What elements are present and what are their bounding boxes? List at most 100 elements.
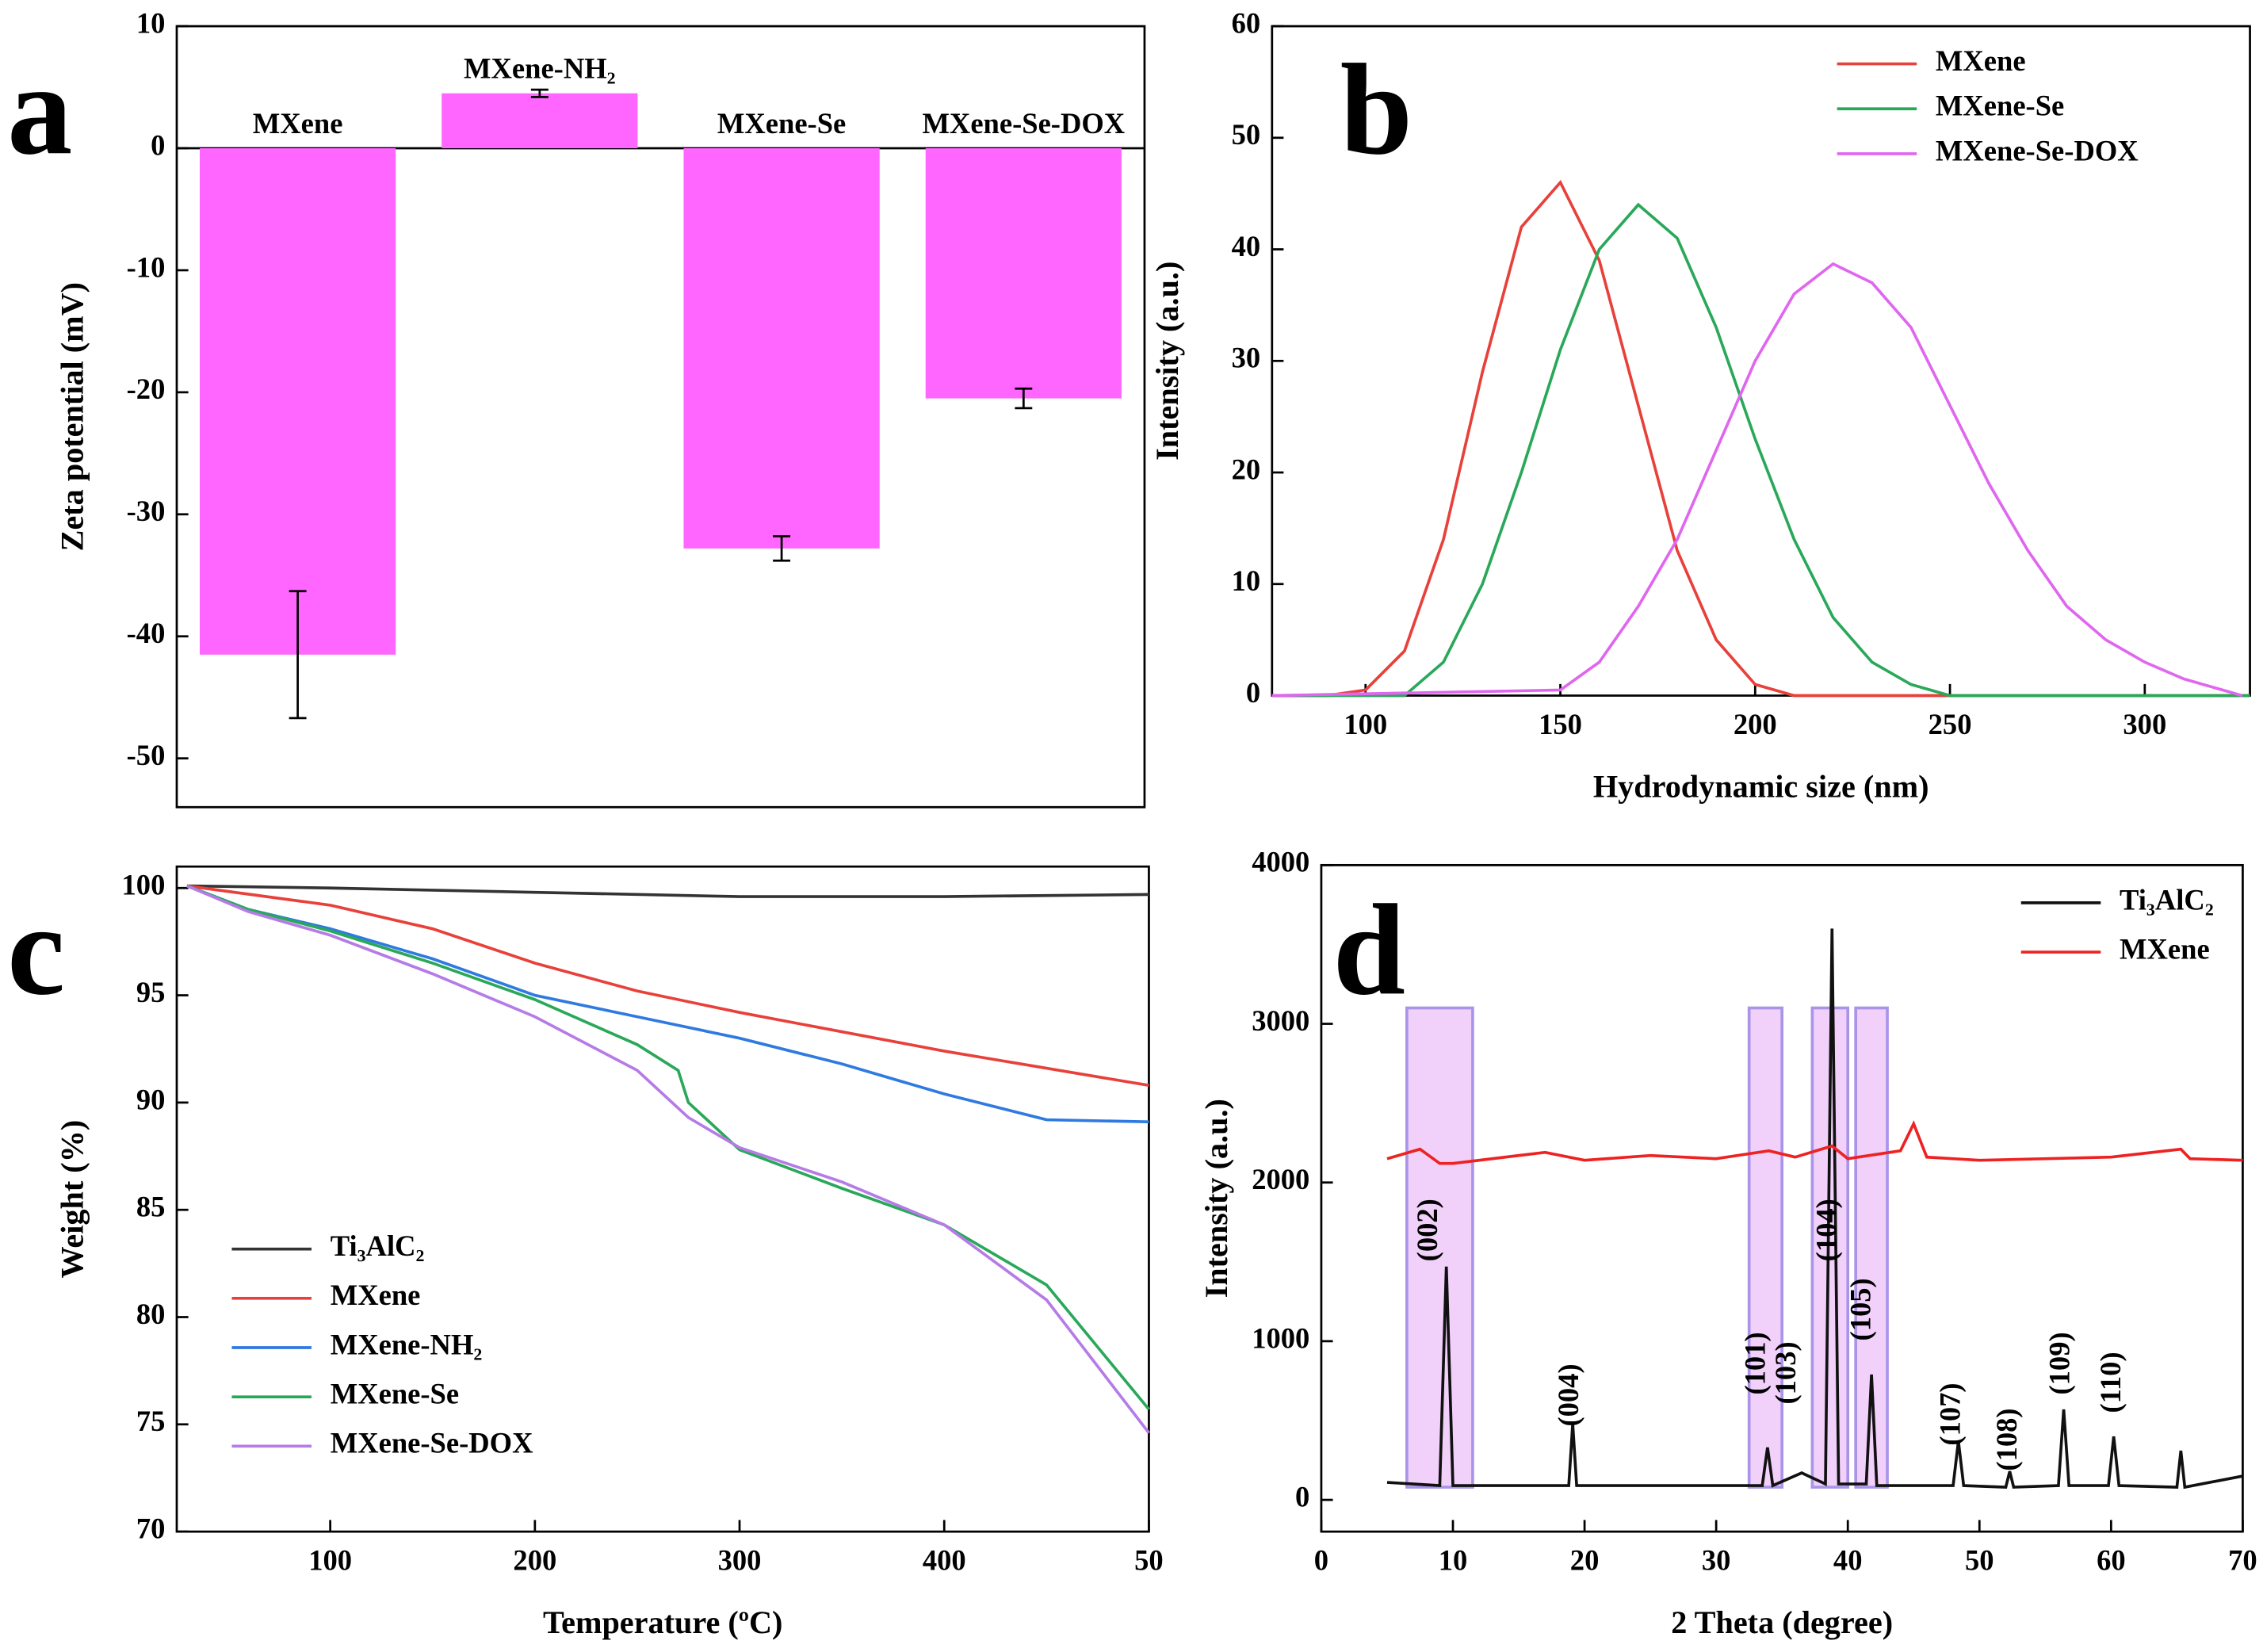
y-tick-label: 30 bbox=[1232, 342, 1261, 374]
x-axis-title: Hydrodynamic size (nm) bbox=[1593, 769, 1929, 805]
y-tick-label: 95 bbox=[136, 976, 166, 1008]
x-tick-label: 400 bbox=[923, 1544, 966, 1577]
y-tick-label: -50 bbox=[127, 739, 166, 771]
data-line bbox=[186, 884, 1149, 898]
y-tick-label: 100 bbox=[122, 869, 166, 901]
data-line bbox=[1271, 202, 2250, 698]
peak-label: (108) bbox=[1990, 1408, 2023, 1470]
legend-label: Ti₃AlC₂ bbox=[2120, 883, 2214, 916]
y-tick-label: 3000 bbox=[1252, 1004, 1309, 1037]
panel-letter: a bbox=[7, 36, 72, 182]
y-tick-label: -10 bbox=[127, 250, 166, 283]
plot-frame bbox=[1320, 863, 2244, 1533]
y-axis-title: Intensity (a.u.) bbox=[1198, 1099, 1234, 1298]
legend-label: MXene-Se bbox=[331, 1378, 459, 1410]
y-axis-title: Weight (%) bbox=[54, 1120, 90, 1279]
x-tick-label: 100 bbox=[1344, 708, 1387, 740]
y-tick-label: -20 bbox=[127, 373, 166, 405]
category-label: MXene-NH₂ bbox=[464, 52, 616, 85]
x-axis-title: Temperature (ºC) bbox=[543, 1604, 782, 1640]
highlight-region bbox=[1747, 1006, 1784, 1489]
legend-label: MXene bbox=[1936, 44, 2026, 77]
data-line bbox=[186, 884, 1150, 1434]
peak-label: (107) bbox=[1933, 1382, 1966, 1445]
bar bbox=[683, 147, 880, 549]
legend-label: MXene-Se bbox=[1936, 90, 2064, 122]
x-tick-label: 70 bbox=[2228, 1544, 2257, 1577]
y-tick-label: 0 bbox=[1246, 676, 1260, 709]
y-tick-label: -40 bbox=[127, 617, 166, 649]
x-tick-label: 30 bbox=[1702, 1544, 1731, 1577]
legend-label: MXene bbox=[2120, 932, 2210, 965]
x-tick-label: 50 bbox=[1965, 1544, 1994, 1577]
highlight-region bbox=[1854, 1006, 1889, 1489]
panel-letter: c bbox=[7, 877, 65, 1022]
y-tick-label: 2000 bbox=[1252, 1163, 1309, 1195]
bar bbox=[199, 147, 396, 655]
x-tick-label: 200 bbox=[1734, 708, 1777, 740]
y-tick-label: 20 bbox=[1232, 453, 1261, 485]
category-label: MXene-Se bbox=[717, 107, 846, 140]
peak-label: (101) bbox=[1739, 1332, 1772, 1394]
x-tick-label: 0 bbox=[1314, 1544, 1328, 1577]
x-axis-title: 2 Theta (degree) bbox=[1671, 1604, 1893, 1640]
y-tick-label: 75 bbox=[136, 1405, 166, 1437]
y-tick-label: 70 bbox=[136, 1512, 166, 1545]
x-tick-label: 40 bbox=[1833, 1544, 1863, 1577]
plot-frame bbox=[1271, 25, 2251, 697]
y-axis-title: Zeta potential (mV) bbox=[54, 282, 90, 551]
y-tick-label: 0 bbox=[151, 128, 165, 161]
x-tick-label: 200 bbox=[513, 1544, 556, 1577]
data-line bbox=[1386, 1120, 2243, 1165]
y-tick-label: 10 bbox=[136, 6, 166, 39]
y-tick-label: 10 bbox=[1232, 564, 1261, 597]
peak-label: (104) bbox=[1810, 1199, 1842, 1261]
data-line bbox=[1271, 179, 2250, 698]
y-tick-label: 0 bbox=[1295, 1480, 1309, 1512]
category-label: MXene bbox=[253, 107, 343, 140]
x-tick-label: 20 bbox=[1570, 1544, 1600, 1577]
y-tick-label: 50 bbox=[1232, 118, 1261, 151]
y-tick-label: 85 bbox=[136, 1191, 166, 1223]
y-tick-label: 80 bbox=[136, 1298, 166, 1330]
x-tick-label: 60 bbox=[2097, 1544, 2126, 1577]
legend-label: MXene-NH₂ bbox=[331, 1328, 483, 1360]
bar bbox=[925, 147, 1122, 399]
x-tick-label: 300 bbox=[2123, 708, 2166, 740]
plot-frame bbox=[175, 865, 1150, 1533]
data-line bbox=[186, 884, 1149, 1088]
y-tick-label: 1000 bbox=[1252, 1321, 1309, 1354]
x-tick-label: 250 bbox=[1929, 708, 1972, 740]
x-tick-label: 100 bbox=[308, 1544, 352, 1577]
x-tick-label: 10 bbox=[1439, 1544, 1468, 1577]
legend-label: MXene bbox=[331, 1279, 421, 1311]
y-tick-label: 4000 bbox=[1252, 846, 1309, 878]
panel-letter: b bbox=[1340, 36, 1413, 182]
highlight-region bbox=[1405, 1006, 1474, 1489]
y-tick-label: 40 bbox=[1232, 230, 1261, 262]
peak-label: (002) bbox=[1411, 1199, 1443, 1261]
legend-label: MXene-Se-DOX bbox=[331, 1427, 533, 1459]
legend-label: Ti₃AlC₂ bbox=[331, 1229, 425, 1262]
data-line bbox=[1271, 262, 2243, 698]
y-tick-label: -30 bbox=[127, 495, 166, 527]
y-tick-label: 90 bbox=[136, 1083, 166, 1115]
peak-label: (110) bbox=[2094, 1352, 2127, 1413]
y-tick-label: 60 bbox=[1232, 6, 1261, 39]
peak-label: (004) bbox=[1552, 1363, 1584, 1426]
bar bbox=[442, 93, 638, 148]
peak-label: (103) bbox=[1769, 1341, 1802, 1404]
x-tick-label: 150 bbox=[1539, 708, 1582, 740]
data-line bbox=[1386, 928, 2243, 1489]
panel-letter: d bbox=[1333, 877, 1406, 1022]
y-axis-title: Intensity (a.u.) bbox=[1149, 262, 1185, 461]
data-line bbox=[186, 884, 1149, 1124]
plot-frame bbox=[175, 25, 1146, 809]
peak-label: (109) bbox=[2043, 1332, 2075, 1394]
legend-label: MXene-Se-DOX bbox=[1936, 134, 2139, 166]
x-tick-label: 300 bbox=[718, 1544, 762, 1577]
peak-label: (105) bbox=[1844, 1278, 1877, 1340]
x-tick-label: 50 bbox=[1134, 1544, 1164, 1577]
